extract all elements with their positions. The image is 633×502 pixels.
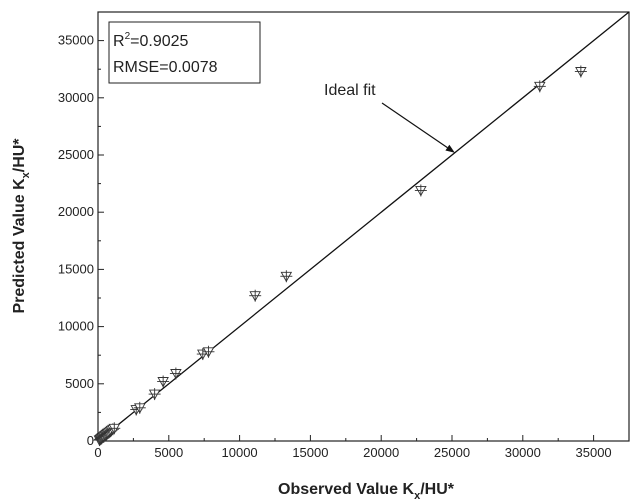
data-point	[157, 375, 170, 388]
ideal-fit-annotation: Ideal fit	[324, 82, 376, 99]
y-tick-label: 20000	[58, 204, 94, 219]
r2-label: R2=0.9025	[113, 31, 189, 50]
stats-legend-box	[108, 21, 261, 84]
y-tick-label: 0	[87, 433, 94, 448]
y-tick-label: 15000	[58, 261, 94, 276]
data-point	[196, 348, 209, 361]
data-point	[169, 367, 182, 380]
y-tick-label: 10000	[58, 319, 94, 334]
x-tick-label: 30000	[505, 445, 541, 460]
x-tick-label: 10000	[222, 445, 258, 460]
data-point	[202, 345, 215, 358]
x-tick-label: 0	[94, 445, 101, 460]
x-tick-label: 20000	[363, 445, 399, 460]
rmse-label: RMSE=0.0078	[113, 59, 218, 76]
x-tick-label: 35000	[576, 445, 612, 460]
x-tick-label: 15000	[292, 445, 328, 460]
y-tick-label: 35000	[58, 33, 94, 48]
x-axis-title: Observed Value Kx/HU*	[278, 481, 455, 502]
data-point	[280, 270, 293, 283]
ideal-fit-arrow	[381, 102, 448, 149]
y-tick-label: 30000	[58, 90, 94, 105]
data-point	[108, 422, 121, 435]
data-points	[93, 65, 587, 447]
data-point	[148, 388, 161, 401]
y-tick-label: 5000	[65, 376, 94, 391]
r2-superscript: 2	[125, 31, 131, 42]
r2-value: =0.9025	[130, 33, 188, 50]
axis-ticks: 0 5000 10000 15000 20000 25000 30000 35000 0 5000…	[58, 33, 612, 460]
x-tick-label: 25000	[434, 445, 470, 460]
x-tick-label: 5000	[154, 445, 183, 460]
ideal-fit-arrowhead	[445, 144, 455, 153]
y-tick-label: 25000	[58, 147, 94, 162]
stats-legend: R2=0.9025 RMSE=0.0078	[108, 21, 261, 84]
y-axis-title: Predicted Value Kx/HU*	[11, 138, 32, 314]
y-axis-title-subscript: x	[20, 171, 32, 178]
data-point	[533, 80, 546, 93]
data-point	[133, 401, 146, 414]
data-point	[414, 184, 427, 197]
x-axis-title-subscript: x	[414, 490, 421, 502]
data-point	[249, 289, 262, 302]
data-point	[574, 65, 587, 78]
